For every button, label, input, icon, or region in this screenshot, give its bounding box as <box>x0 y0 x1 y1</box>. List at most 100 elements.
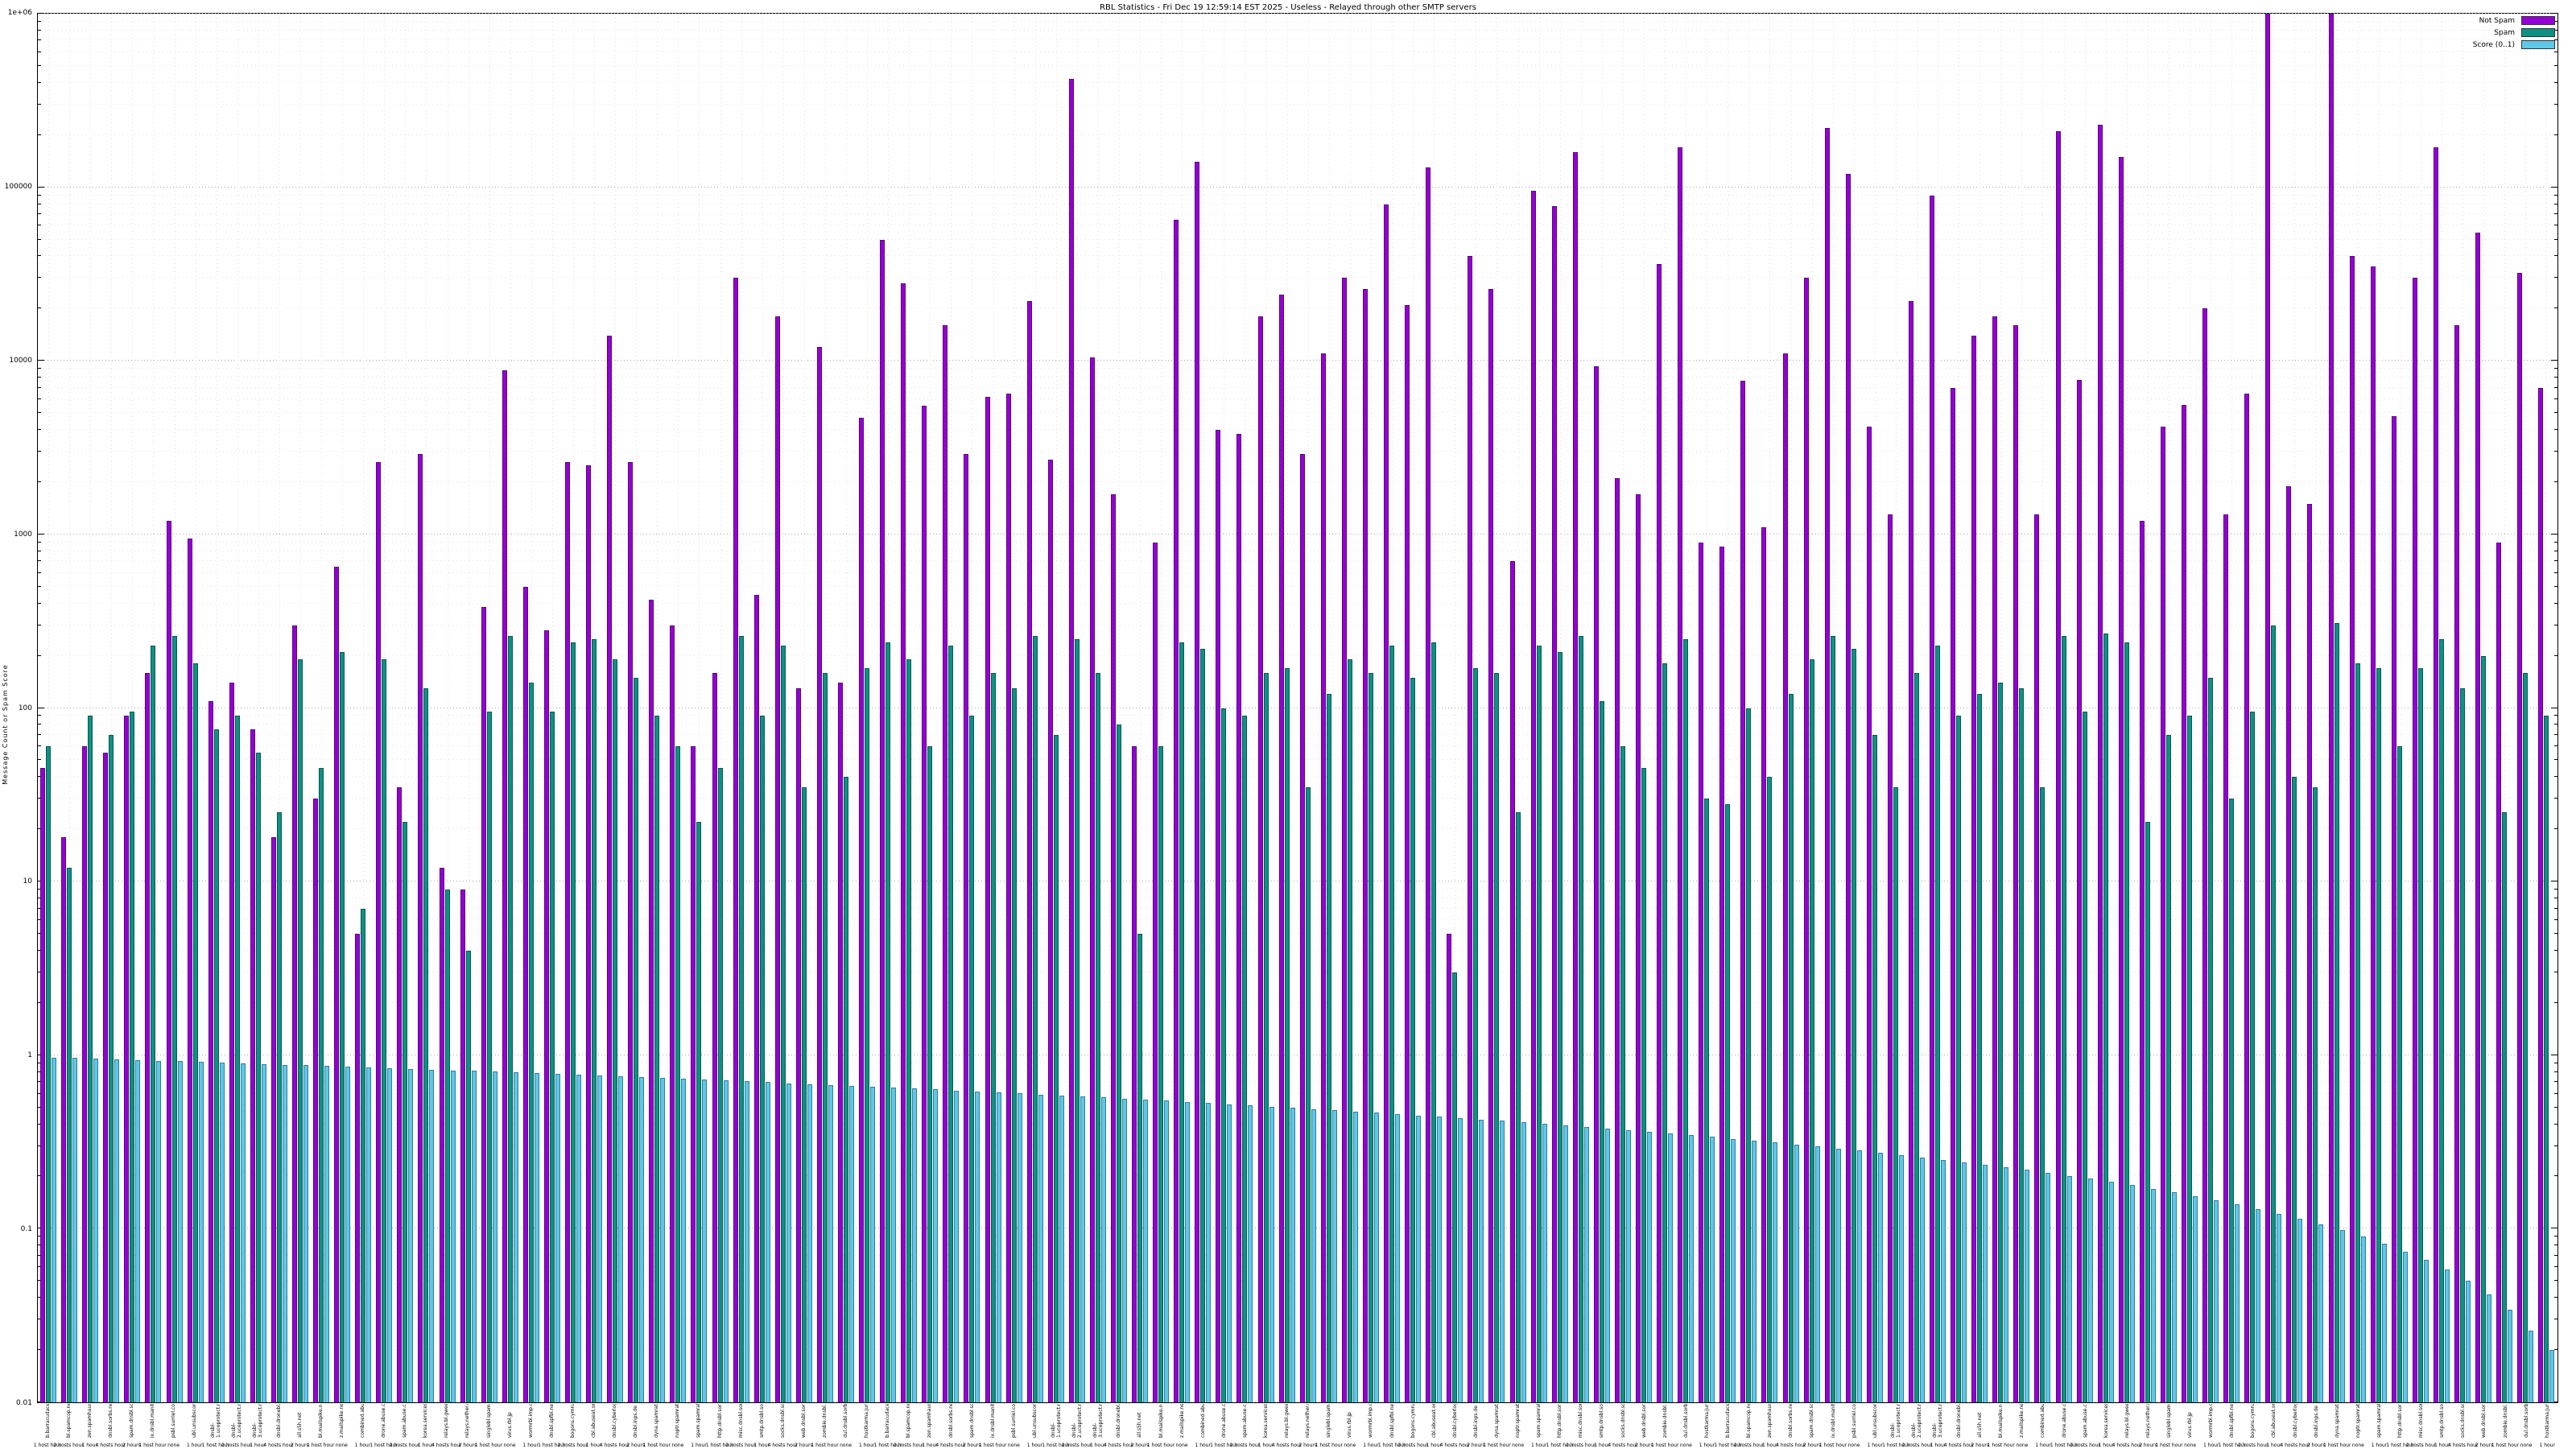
bar-spam <box>1998 683 2004 1402</box>
bar-not-spam <box>1761 526 1767 1402</box>
x-tick-label: dnsbl.dronebl.org <box>1116 1404 1122 1438</box>
bar-triplet <box>1551 14 1568 1402</box>
bar-spam <box>2082 712 2087 1402</box>
x-tick-label: relays.nether.net <box>1305 1404 1311 1438</box>
bar-not-spam <box>1005 393 1011 1402</box>
x-label-cell: zen.spamhaus.org 1 hour <box>919 1404 940 1448</box>
axis-tick <box>2554 194 2557 196</box>
bar-group <box>1171 14 1192 1402</box>
axis-tick <box>2554 451 2557 452</box>
bar-group <box>2452 14 2473 1402</box>
x-sub-label: 1 host hour <box>2491 1443 2520 1448</box>
bar-score-0-1 <box>828 1084 833 1402</box>
bar-spam <box>717 768 723 1402</box>
bar-triplet <box>985 14 1001 1402</box>
x-sub-label: 2 hours <box>795 1443 813 1448</box>
axis-tick <box>2554 1092 2557 1094</box>
bar-score-0-1 <box>1248 1105 1253 1402</box>
x-tick-label: singlebl.spamgrouper.com <box>2166 1404 2173 1438</box>
bar-score-0-1 <box>2025 1170 2030 1402</box>
bar-triplet <box>418 14 435 1402</box>
bar-triplet <box>1174 14 1191 1402</box>
axis-tick <box>38 134 41 135</box>
x-sub-label: 2 hours <box>122 1443 141 1448</box>
axis-tick <box>2554 654 2557 656</box>
bar-not-spam <box>1026 301 1032 1402</box>
x-label-cell: relays.bl.gweep.ca 4 hosts hour <box>1272 1404 1302 1448</box>
bar-not-spam <box>355 934 361 1402</box>
bar-triplet <box>922 14 939 1402</box>
bar-triplet <box>859 14 876 1402</box>
bar-score-0-1 <box>1689 1135 1695 1402</box>
x-sub-label: 2 hosts hour <box>1733 1443 1765 1448</box>
x-label-cell: http.dnsbl.sorbs.net 1 host hour <box>706 1404 733 1448</box>
axis-tick <box>2554 481 2557 482</box>
legend-swatch <box>2521 28 2555 37</box>
axis-tick <box>38 398 41 400</box>
x-sub-label: 1 host hour <box>1987 1443 2015 1448</box>
x-label-cell: dnsbl.sorbs.net 4 hosts hour <box>96 1404 126 1448</box>
bar-group <box>1025 14 1046 1402</box>
x-label-cell: misc.dnsbl.sorbs.net 2 hosts hour <box>2406 1404 2436 1448</box>
bar-spam <box>423 687 429 1402</box>
x-tick-label: relays.bl.gweep.ca <box>1284 1404 1290 1438</box>
x-label-cell: dnsbl.dronebl.org 4 hosts hour <box>1104 1404 1133 1448</box>
bar-score-0-1 <box>1877 1153 1883 1402</box>
bar-group <box>1360 14 1381 1402</box>
x-sub-label: 2 hours <box>458 1443 477 1448</box>
x-tick-label: smtp.dnsbl.sorbs.net <box>758 1404 765 1438</box>
bar-spam <box>1011 687 1017 1402</box>
x-sub-label: 1 hour <box>186 1443 203 1448</box>
bar-spam <box>1242 716 1248 1402</box>
bar-not-spam <box>1635 494 1641 1402</box>
bar-not-spam <box>1488 288 1494 1402</box>
bar-spam <box>2396 746 2402 1402</box>
bar-triplet <box>1405 14 1422 1402</box>
bar-triplet <box>2538 14 2555 1402</box>
bar-score-0-1 <box>1583 1126 1589 1402</box>
x-label-cell: wormrbl.imp.ch 1 hour <box>1360 1404 1381 1448</box>
bar-score-0-1 <box>1017 1093 1022 1402</box>
bar-spam <box>2208 677 2214 1402</box>
bar-group <box>374 14 394 1402</box>
axis-tick <box>38 13 44 14</box>
bar-triplet <box>1320 14 1337 1402</box>
x-label-cell: bogons.cymru.com 2 hosts hour <box>1397 1404 1427 1448</box>
bar-score-0-1 <box>534 1073 539 1402</box>
x-tick-label: zen.spamhaus.org <box>86 1404 93 1438</box>
x-label-cell: drone.abuse.ch 1 host hour <box>1210 1404 1237 1448</box>
bar-spam <box>444 890 450 1402</box>
x-label-cell: korea.services.net 1 hour <box>1255 1404 1276 1448</box>
x-sub-label: 1 hour <box>1257 1443 1274 1448</box>
bar-spam <box>1557 652 1563 1402</box>
x-tick-label: psbl.surriel.com <box>171 1404 177 1438</box>
bar-group <box>1298 14 1319 1402</box>
bar-triplet <box>1971 14 1988 1402</box>
x-label-cell: dul.dnsbl.sorbs.net none <box>2516 1404 2537 1448</box>
x-sub-label: 1 host hour <box>642 1443 671 1448</box>
bar-group <box>1465 14 1486 1402</box>
bar-score-0-1 <box>2508 1310 2513 1402</box>
bar-triplet <box>250 14 266 1402</box>
x-label-cell: dnsbl.inps.de 2 hours <box>625 1404 646 1448</box>
x-sub-label: 2 hosts hour <box>894 1443 924 1448</box>
bar-spam <box>151 645 156 1402</box>
bar-group <box>773 14 794 1402</box>
axis-tick <box>2554 572 2557 573</box>
bar-spam <box>906 659 912 1402</box>
bar-score-0-1 <box>513 1072 518 1402</box>
bar-spam <box>1032 636 1038 1402</box>
bar-triplet <box>795 14 812 1402</box>
bar-score-0-1 <box>2193 1195 2198 1402</box>
bar-group <box>1004 14 1025 1402</box>
bar-triplet <box>61 14 78 1402</box>
bar-spam <box>759 716 765 1402</box>
bar-score-0-1 <box>723 1080 729 1402</box>
bar-triplet <box>691 14 708 1402</box>
bar-score-0-1 <box>1625 1129 1631 1402</box>
bar-group <box>1234 14 1255 1402</box>
bar-group <box>1444 14 1465 1402</box>
bar-triplet <box>1509 14 1526 1402</box>
x-sub-label: 1 hour <box>691 1443 707 1448</box>
bar-not-spam <box>795 687 801 1402</box>
